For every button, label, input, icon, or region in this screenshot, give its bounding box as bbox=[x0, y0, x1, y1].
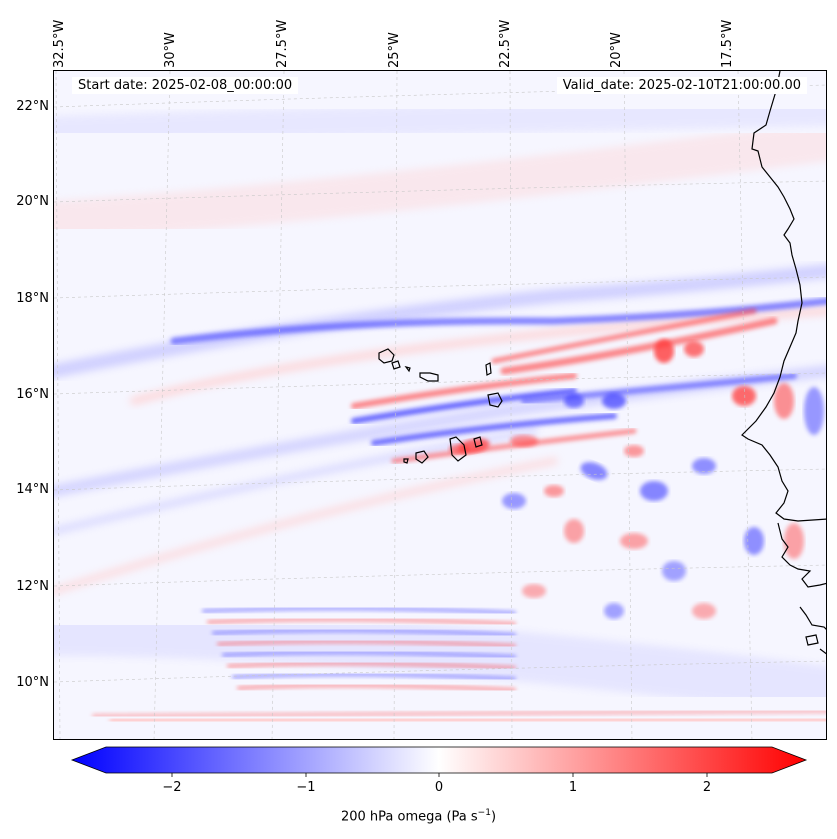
bijagos-island bbox=[805, 634, 819, 646]
guinea-bissau-coast bbox=[799, 606, 826, 630]
lon-label-25w: 25°W bbox=[387, 32, 402, 68]
sal-island bbox=[485, 362, 492, 376]
santa-luzia-island bbox=[404, 366, 411, 373]
omega-field-shading bbox=[54, 96, 826, 726]
omega-map bbox=[53, 70, 827, 740]
lon-label-30w: 30°W bbox=[163, 32, 178, 68]
colorbar-tick-2: 2 bbox=[702, 780, 712, 795]
colorbar-tick-0: 0 bbox=[434, 780, 444, 795]
maio-island bbox=[473, 436, 483, 448]
fogo-island bbox=[415, 450, 429, 464]
lon-label-20w: 20°W bbox=[609, 32, 624, 68]
start-date-label: Start date: 2025-02-08_00:00:00 bbox=[72, 77, 299, 94]
valid-date-label: Valid_date: 2025-02-10T21:00:00.00 bbox=[556, 77, 807, 94]
lat-label-22n: 22°N bbox=[16, 99, 49, 114]
colorbar-tick-1: 1 bbox=[568, 780, 578, 795]
lat-label-16n: 16°N bbox=[16, 387, 49, 402]
sao-vicente-island bbox=[391, 360, 401, 370]
brava-island bbox=[403, 458, 409, 464]
guinea-coast bbox=[819, 648, 826, 655]
coastlines bbox=[378, 71, 826, 655]
colorbar-tick-neg2: −2 bbox=[162, 780, 182, 795]
senegal-coast bbox=[777, 522, 826, 588]
santo-antao-island bbox=[378, 348, 395, 364]
lat-label-10n: 10°N bbox=[16, 675, 49, 690]
lat-label-20n: 20°N bbox=[16, 194, 49, 209]
lat-label-12n: 12°N bbox=[16, 579, 49, 594]
lon-label-17-5w: 17.5°W bbox=[720, 19, 735, 68]
omega-field-svg bbox=[54, 71, 826, 739]
santiago-island bbox=[449, 436, 467, 462]
sao-nicolau-island bbox=[419, 372, 439, 382]
lat-label-18n: 18°N bbox=[16, 291, 49, 306]
lon-label-22-5w: 22.5°W bbox=[498, 19, 513, 68]
lon-label-32-5w: 32.5°W bbox=[52, 19, 67, 68]
africa-coastline bbox=[741, 71, 826, 522]
colorbar-label: 200 hPa omega (Pa s−1) bbox=[340, 808, 497, 825]
lat-label-14n: 14°N bbox=[16, 482, 49, 497]
lon-label-27-5w: 27.5°W bbox=[275, 19, 290, 68]
boa-vista-island bbox=[487, 392, 503, 408]
graticule-lines bbox=[54, 71, 826, 739]
colorbar-tick-neg1: −1 bbox=[296, 780, 316, 795]
